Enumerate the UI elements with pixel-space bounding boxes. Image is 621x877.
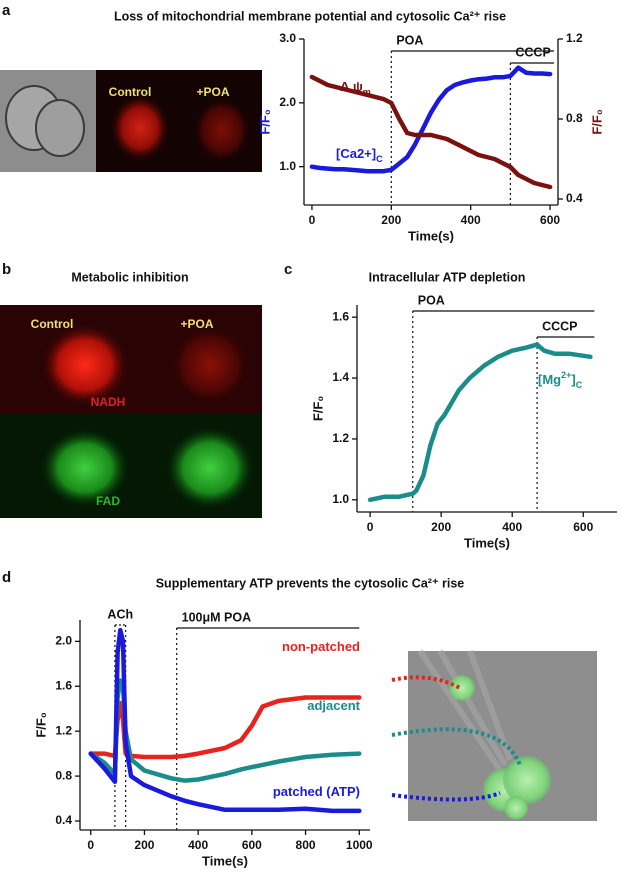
y2-tick-label: 1.2 — [566, 31, 583, 45]
x-tick-label: 600 — [540, 213, 560, 227]
series-name: [Ca2+] — [336, 146, 376, 161]
period-label: CCCP — [515, 45, 550, 59]
x-tick-label: 400 — [461, 213, 481, 227]
micrograph — [408, 649, 597, 821]
period-label: ACh — [107, 607, 133, 621]
y2-tick-label: 0.8 — [566, 111, 583, 125]
x-tick-label: 0 — [87, 838, 94, 852]
series-label: adjacent — [307, 698, 360, 713]
micrograph — [0, 305, 262, 518]
panel-label: a — [2, 2, 11, 19]
image-label: Control — [109, 85, 152, 99]
x-tick-label: 0 — [309, 213, 316, 227]
panel-label: d — [2, 569, 11, 586]
x-tick-label: 200 — [431, 520, 451, 534]
series-line — [309, 65, 553, 174]
series-line — [309, 74, 553, 190]
y-tick-label: 1.0 — [279, 159, 296, 173]
series-name: Δ ψ — [340, 79, 363, 94]
y-tick-label: 1.6 — [55, 678, 72, 692]
y-tick-label: 2.0 — [55, 634, 72, 648]
y2-tick-label: 0.4 — [566, 191, 583, 205]
series-name-sup: 2+ — [561, 370, 571, 380]
y-tick-label: 1.4 — [332, 370, 349, 384]
image-label: +POA — [196, 85, 229, 99]
x-axis-label: Time(s) — [202, 853, 248, 868]
panel-title: Loss of mitochondrial membrane potential… — [114, 9, 506, 23]
period-label: 100μM POA — [182, 610, 251, 624]
micrograph — [0, 70, 262, 172]
period-label: CCCP — [542, 319, 577, 333]
y-tick-label: 3.0 — [279, 31, 296, 45]
x-tick-label: 800 — [296, 838, 316, 852]
x-tick-label: 200 — [381, 213, 401, 227]
series-name: [Mg — [538, 372, 561, 387]
x-tick-label: 400 — [188, 838, 208, 852]
series-name-sub: C — [376, 154, 383, 164]
series-name-sub: C — [576, 380, 583, 390]
x-axis-label: Time(s) — [464, 535, 510, 550]
image-label: +POA — [180, 317, 213, 331]
series-label: [Mg2+]C — [538, 370, 583, 390]
y-axis-label: F/F₀ — [33, 712, 48, 737]
y-axis-label: F/F₀ — [310, 396, 325, 421]
y-tick-label: 1.2 — [332, 431, 349, 445]
y-tick-label: 1.0 — [332, 492, 349, 506]
series-name: adjacent — [307, 698, 360, 713]
panel-label: c — [284, 261, 292, 278]
panel-title: Metabolic inhibition — [71, 270, 188, 284]
connector — [391, 675, 522, 802]
series-label: Δ ψm — [340, 79, 371, 97]
x-axis-label: Time(s) — [408, 228, 454, 243]
x-tick-label: 0 — [367, 520, 374, 534]
y-tick-label: 1.2 — [55, 723, 72, 737]
y-tick-label: 0.8 — [55, 768, 72, 782]
series-name: non-patched — [282, 639, 360, 654]
y-tick-label: 2.0 — [279, 95, 296, 109]
image-label: Control — [31, 317, 74, 331]
panel-title: Supplementary ATP prevents the cytosolic… — [156, 576, 465, 590]
series-name-suffix: ] — [571, 372, 575, 387]
series-line — [367, 342, 593, 503]
period-label: POA — [396, 33, 423, 47]
series-label: non-patched — [282, 639, 360, 654]
x-tick-label: 600 — [573, 520, 593, 534]
series-label: [Ca2+]C — [336, 146, 383, 164]
x-tick-label: 600 — [242, 838, 262, 852]
panel-label: b — [2, 261, 11, 278]
y2-axis-label: F/F₀ — [589, 109, 604, 134]
series-name-sub: m — [363, 87, 371, 97]
y-axis-label: F/F₀ — [257, 109, 272, 134]
x-tick-label: 1000 — [346, 838, 373, 852]
x-tick-label: 400 — [502, 520, 522, 534]
panel-title: Intracellular ATP depletion — [369, 270, 526, 284]
series-line — [88, 627, 362, 814]
image-label: NADH — [91, 395, 126, 409]
period-label: POA — [418, 293, 445, 307]
y-tick-label: 1.6 — [332, 309, 349, 323]
x-tick-label: 200 — [134, 838, 154, 852]
y-tick-label: 0.4 — [55, 813, 72, 827]
image-label: FAD — [96, 494, 120, 508]
series-label: patched (ATP) — [273, 784, 360, 799]
series-name: patched (ATP) — [273, 784, 360, 799]
